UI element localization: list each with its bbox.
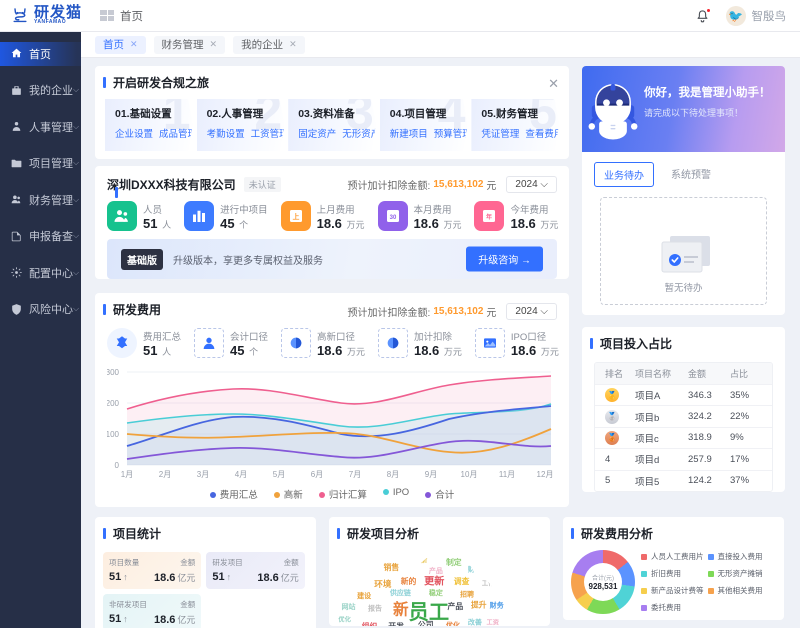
svg-text:4月: 4月 — [235, 470, 247, 479]
svg-text:100: 100 — [107, 430, 120, 439]
svg-text:5月: 5月 — [273, 470, 285, 479]
svg-text:10月: 10月 — [461, 470, 478, 479]
svg-text:11月: 11月 — [499, 470, 515, 479]
svg-text:上: 上 — [292, 212, 299, 221]
svg-text:6月: 6月 — [311, 470, 323, 479]
svg-text:200: 200 — [107, 399, 120, 408]
svg-text:9月: 9月 — [425, 470, 437, 479]
svg-text:300: 300 — [107, 368, 120, 377]
svg-text:0: 0 — [115, 461, 120, 470]
svg-text:2月: 2月 — [159, 470, 171, 479]
svg-text:1月: 1月 — [121, 470, 133, 479]
svg-text:7月: 7月 — [349, 470, 361, 479]
svg-text:3月: 3月 — [197, 470, 209, 479]
svg-text:8月: 8月 — [387, 470, 399, 479]
svg-text:30: 30 — [389, 215, 396, 221]
svg-text:12月: 12月 — [537, 470, 554, 479]
